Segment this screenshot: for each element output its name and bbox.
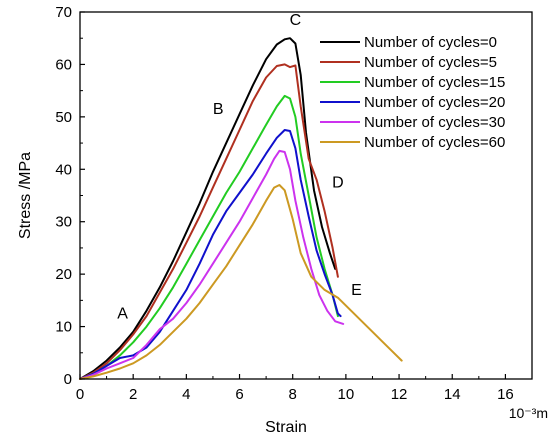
x-tick-label: 10: [338, 386, 355, 403]
x-axis-unit-label: 10⁻³m: [509, 405, 548, 421]
y-tick-label: 30: [55, 214, 72, 231]
annotation-c: C: [290, 12, 302, 29]
legend-label-1: Number of cycles=5: [364, 54, 497, 71]
x-tick-label: 8: [289, 386, 297, 403]
series-line-2: [79, 94, 339, 380]
y-tick-label: 0: [64, 371, 72, 388]
y-tick-label: 50: [55, 109, 72, 126]
annotation-a: A: [117, 306, 128, 323]
y-tick-label: 60: [55, 56, 72, 73]
annotation-b: B: [213, 101, 224, 118]
y-tick-label: 20: [55, 266, 72, 283]
legend-label-2: Number of cycles=15: [364, 74, 505, 91]
series-line-4: [79, 149, 345, 380]
x-tick-label: 6: [235, 386, 243, 403]
legend-label-0: Number of cycles=0: [364, 34, 497, 51]
series-layer: [79, 37, 403, 380]
series-line-3: [79, 129, 342, 380]
annotation-d: D: [332, 175, 344, 192]
legend-label-4: Number of cycles=30: [364, 114, 505, 131]
legend-label-5: Number of cycles=60: [364, 134, 505, 151]
legend: Number of cycles=0 Number of cycles=5 Numb…: [320, 34, 505, 151]
x-tick-label: 0: [76, 386, 84, 403]
y-tick-label: 40: [55, 161, 72, 178]
x-tick-label: 14: [444, 386, 461, 403]
y-tick-label: 10: [55, 319, 72, 336]
x-tick-label: 4: [182, 386, 190, 403]
ticks-layer: 0 2 4 6 8 10 12 14 16 0 10 20 30 40 50 60 70: [55, 4, 513, 403]
series-line-0: [79, 37, 337, 380]
series-line-5: [79, 184, 403, 380]
annotation-e: E: [351, 282, 362, 299]
x-tick-label: 12: [391, 386, 408, 403]
x-axis-title: Strain: [265, 419, 307, 436]
x-tick-label: 16: [497, 386, 514, 403]
y-axis-title: Stress /MPa: [17, 152, 34, 239]
legend-label-3: Number of cycles=20: [364, 94, 505, 111]
y-tick-label: 70: [55, 4, 72, 21]
annotations-layer: A B C D E: [117, 12, 362, 323]
series-line-1: [79, 63, 339, 380]
x-tick-label: 2: [129, 386, 137, 403]
